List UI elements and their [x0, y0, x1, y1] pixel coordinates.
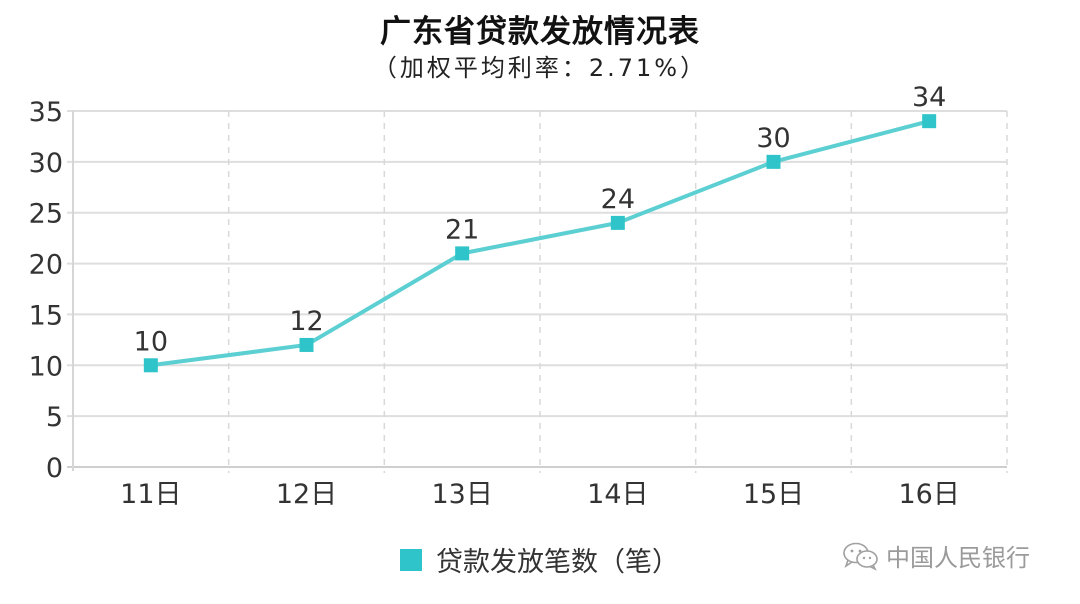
x-tick-label: 14日: [587, 479, 648, 510]
y-tick-label: 5: [46, 402, 63, 433]
data-point-marker: [299, 337, 314, 352]
y-tick-label: 30: [29, 148, 63, 179]
x-tick-label: 15日: [743, 479, 804, 510]
data-point-marker: [922, 114, 937, 129]
y-tick-label: 20: [29, 250, 63, 281]
x-tick-label: 16日: [898, 479, 959, 510]
series-line: [150, 119, 930, 368]
legend: 贷款发放笔数（笔）: [400, 540, 679, 579]
gridlines: [67, 110, 1008, 473]
data-label: 24: [601, 184, 635, 215]
data-point-marker: [143, 358, 158, 373]
watermark: 中国人民银行: [842, 538, 1030, 573]
y-tick-label: 35: [29, 97, 63, 128]
x-tick-label: 12日: [276, 479, 337, 510]
data-point-marker: [766, 154, 781, 169]
y-tick-label: 25: [29, 199, 63, 230]
y-tick-label: 0: [46, 453, 63, 484]
data-series: 10 12 21 24 30 34: [134, 82, 946, 373]
x-tick-label: 13日: [431, 479, 492, 510]
y-tick-label: 10: [29, 351, 63, 382]
wechat-icon: [843, 542, 878, 571]
legend-label: 贷款发放笔数（笔）: [436, 547, 679, 578]
legend-swatch-icon: [400, 548, 422, 571]
data-label: 30: [756, 123, 790, 154]
chart-title: 广东省贷款发放情况表: [380, 14, 700, 50]
y-tick-label: 15: [29, 300, 63, 331]
chart-subtitle: （加权平均利率：2.71%）: [372, 54, 708, 82]
data-point-marker: [455, 246, 470, 261]
data-label: 34: [912, 82, 946, 113]
data-point-marker: [610, 215, 625, 230]
watermark-text: 中国人民银行: [886, 544, 1030, 572]
x-axis: 11日 12日 13日 14日 15日 16日: [120, 479, 960, 510]
data-label: 12: [289, 306, 323, 337]
data-label: 21: [445, 214, 479, 245]
x-tick-label: 11日: [120, 479, 181, 510]
data-label: 10: [134, 326, 168, 357]
y-axis: 0 5 10 15 20 25 30 35: [29, 97, 63, 484]
